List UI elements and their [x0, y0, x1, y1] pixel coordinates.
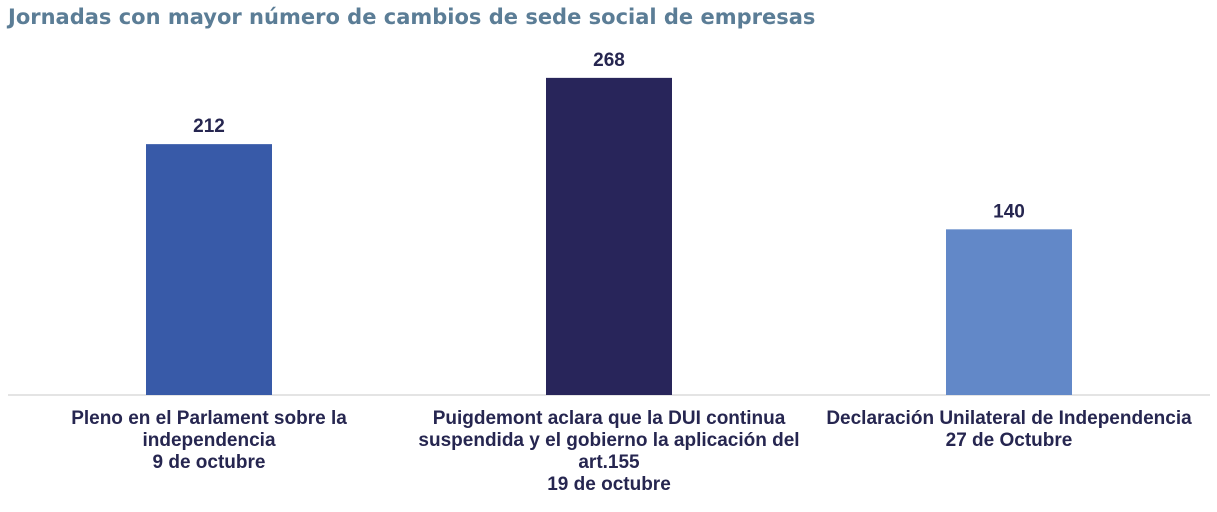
category-label-line: independencia: [142, 430, 275, 451]
category-label-line: art.155: [578, 452, 640, 473]
bar-1: [146, 144, 272, 395]
category-label-line: 19 de octubre: [547, 474, 671, 495]
data-label-3: 140: [993, 201, 1025, 222]
data-label-1: 212: [193, 116, 225, 137]
category-label-line: 27 de Octubre: [946, 430, 1073, 451]
bar-2: [546, 77, 672, 395]
category-label-line: Puigdemont aclara que la DUI continua: [433, 408, 786, 429]
category-label-line: 9 de octubre: [153, 452, 266, 473]
bar-3: [946, 229, 1072, 395]
data-label-2: 268: [593, 50, 625, 71]
category-label-line: Pleno en el Parlament sobre la: [71, 408, 347, 429]
category-label-1: Pleno en el Parlament sobre la independen…: [71, 408, 347, 473]
category-label-line: suspendida y el gobierno la aplicación d…: [418, 430, 799, 451]
chart-title: Jornadas con mayor número de cambios de …: [8, 5, 816, 29]
category-label-line: Declaración Unilateral de Independencia: [826, 408, 1192, 429]
category-label-2: Puigdemont aclara que la DUI continua sus…: [418, 408, 799, 495]
category-label-3: Declaración Unilateral de Independencia 2…: [826, 408, 1192, 451]
